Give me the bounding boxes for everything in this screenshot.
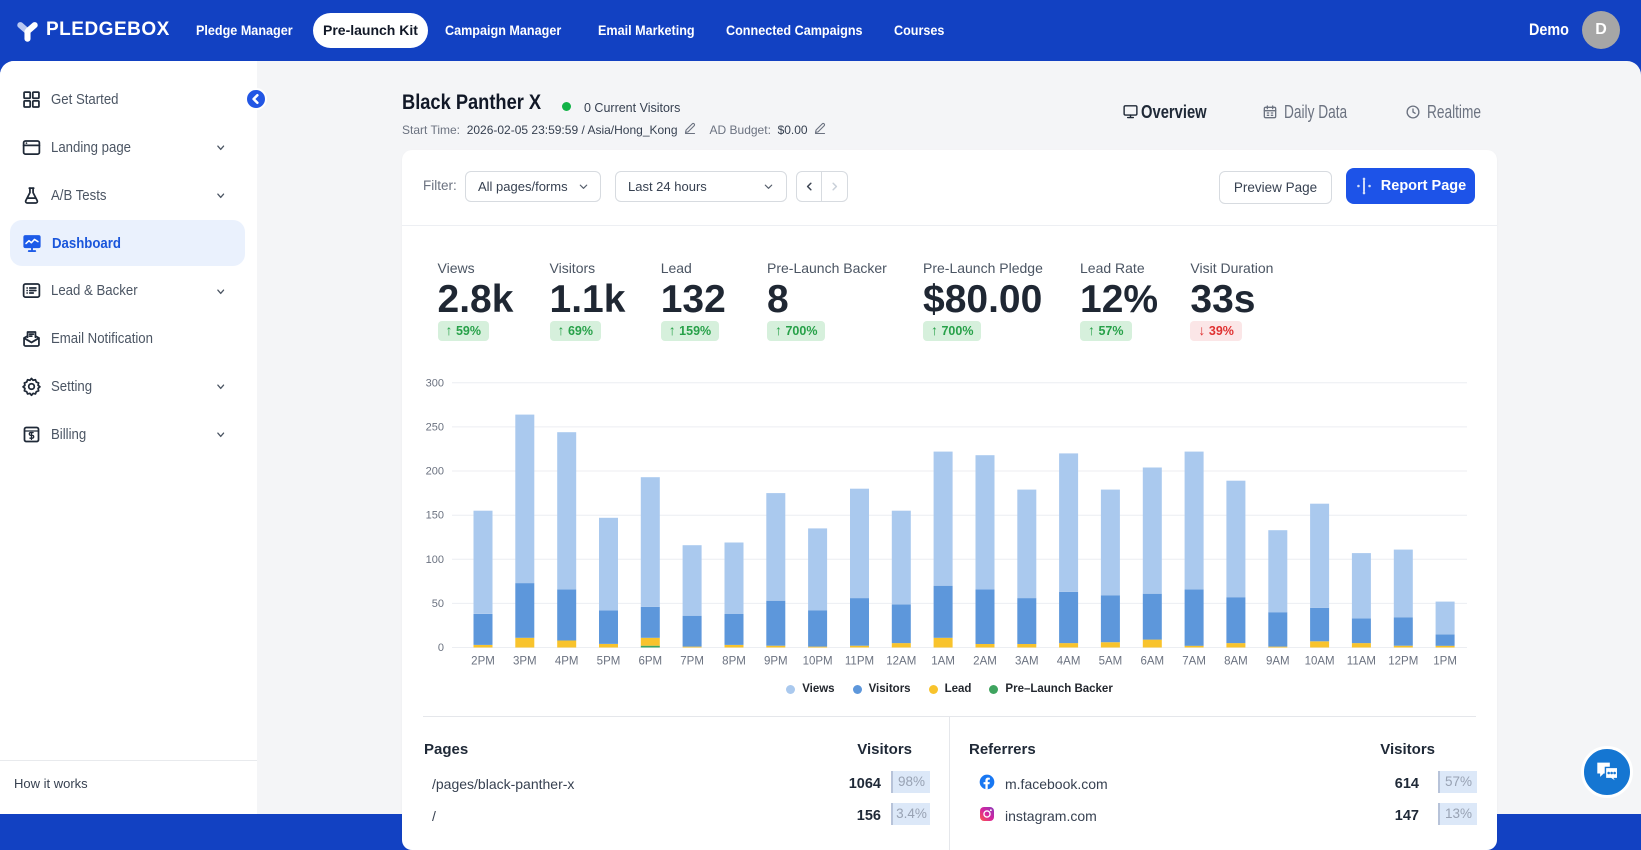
svg-text:300: 300 <box>426 377 444 389</box>
svg-text:2PM: 2PM <box>471 656 495 668</box>
svg-text:5PM: 5PM <box>597 656 621 668</box>
svg-text:6PM: 6PM <box>638 656 662 668</box>
svg-text:11AM: 11AM <box>1347 656 1376 668</box>
svg-text:10AM: 10AM <box>1305 656 1335 668</box>
svg-text:12AM: 12AM <box>886 656 916 668</box>
svg-text:7PM: 7PM <box>680 656 704 668</box>
svg-text:4AM: 4AM <box>1057 656 1081 668</box>
svg-text:9AM: 9AM <box>1266 656 1290 668</box>
svg-text:200: 200 <box>426 466 444 478</box>
svg-text:3AM: 3AM <box>1015 656 1039 668</box>
svg-text:11PM: 11PM <box>845 656 874 668</box>
svg-text:3PM: 3PM <box>513 656 537 668</box>
svg-text:7AM: 7AM <box>1182 656 1206 668</box>
svg-text:9PM: 9PM <box>764 656 788 668</box>
svg-text:0: 0 <box>438 642 444 654</box>
svg-text:250: 250 <box>426 421 444 433</box>
svg-text:2AM: 2AM <box>973 656 997 668</box>
svg-text:12PM: 12PM <box>1388 656 1418 668</box>
svg-text:50: 50 <box>432 598 444 610</box>
svg-text:10PM: 10PM <box>803 656 833 668</box>
svg-text:6AM: 6AM <box>1140 656 1164 668</box>
svg-text:100: 100 <box>426 554 444 566</box>
svg-text:1AM: 1AM <box>931 656 955 668</box>
svg-text:4PM: 4PM <box>555 656 579 668</box>
svg-text:150: 150 <box>426 510 444 522</box>
svg-text:1PM: 1PM <box>1433 656 1457 668</box>
svg-text:5AM: 5AM <box>1099 656 1123 668</box>
svg-text:8PM: 8PM <box>722 656 746 668</box>
svg-text:8AM: 8AM <box>1224 656 1248 668</box>
